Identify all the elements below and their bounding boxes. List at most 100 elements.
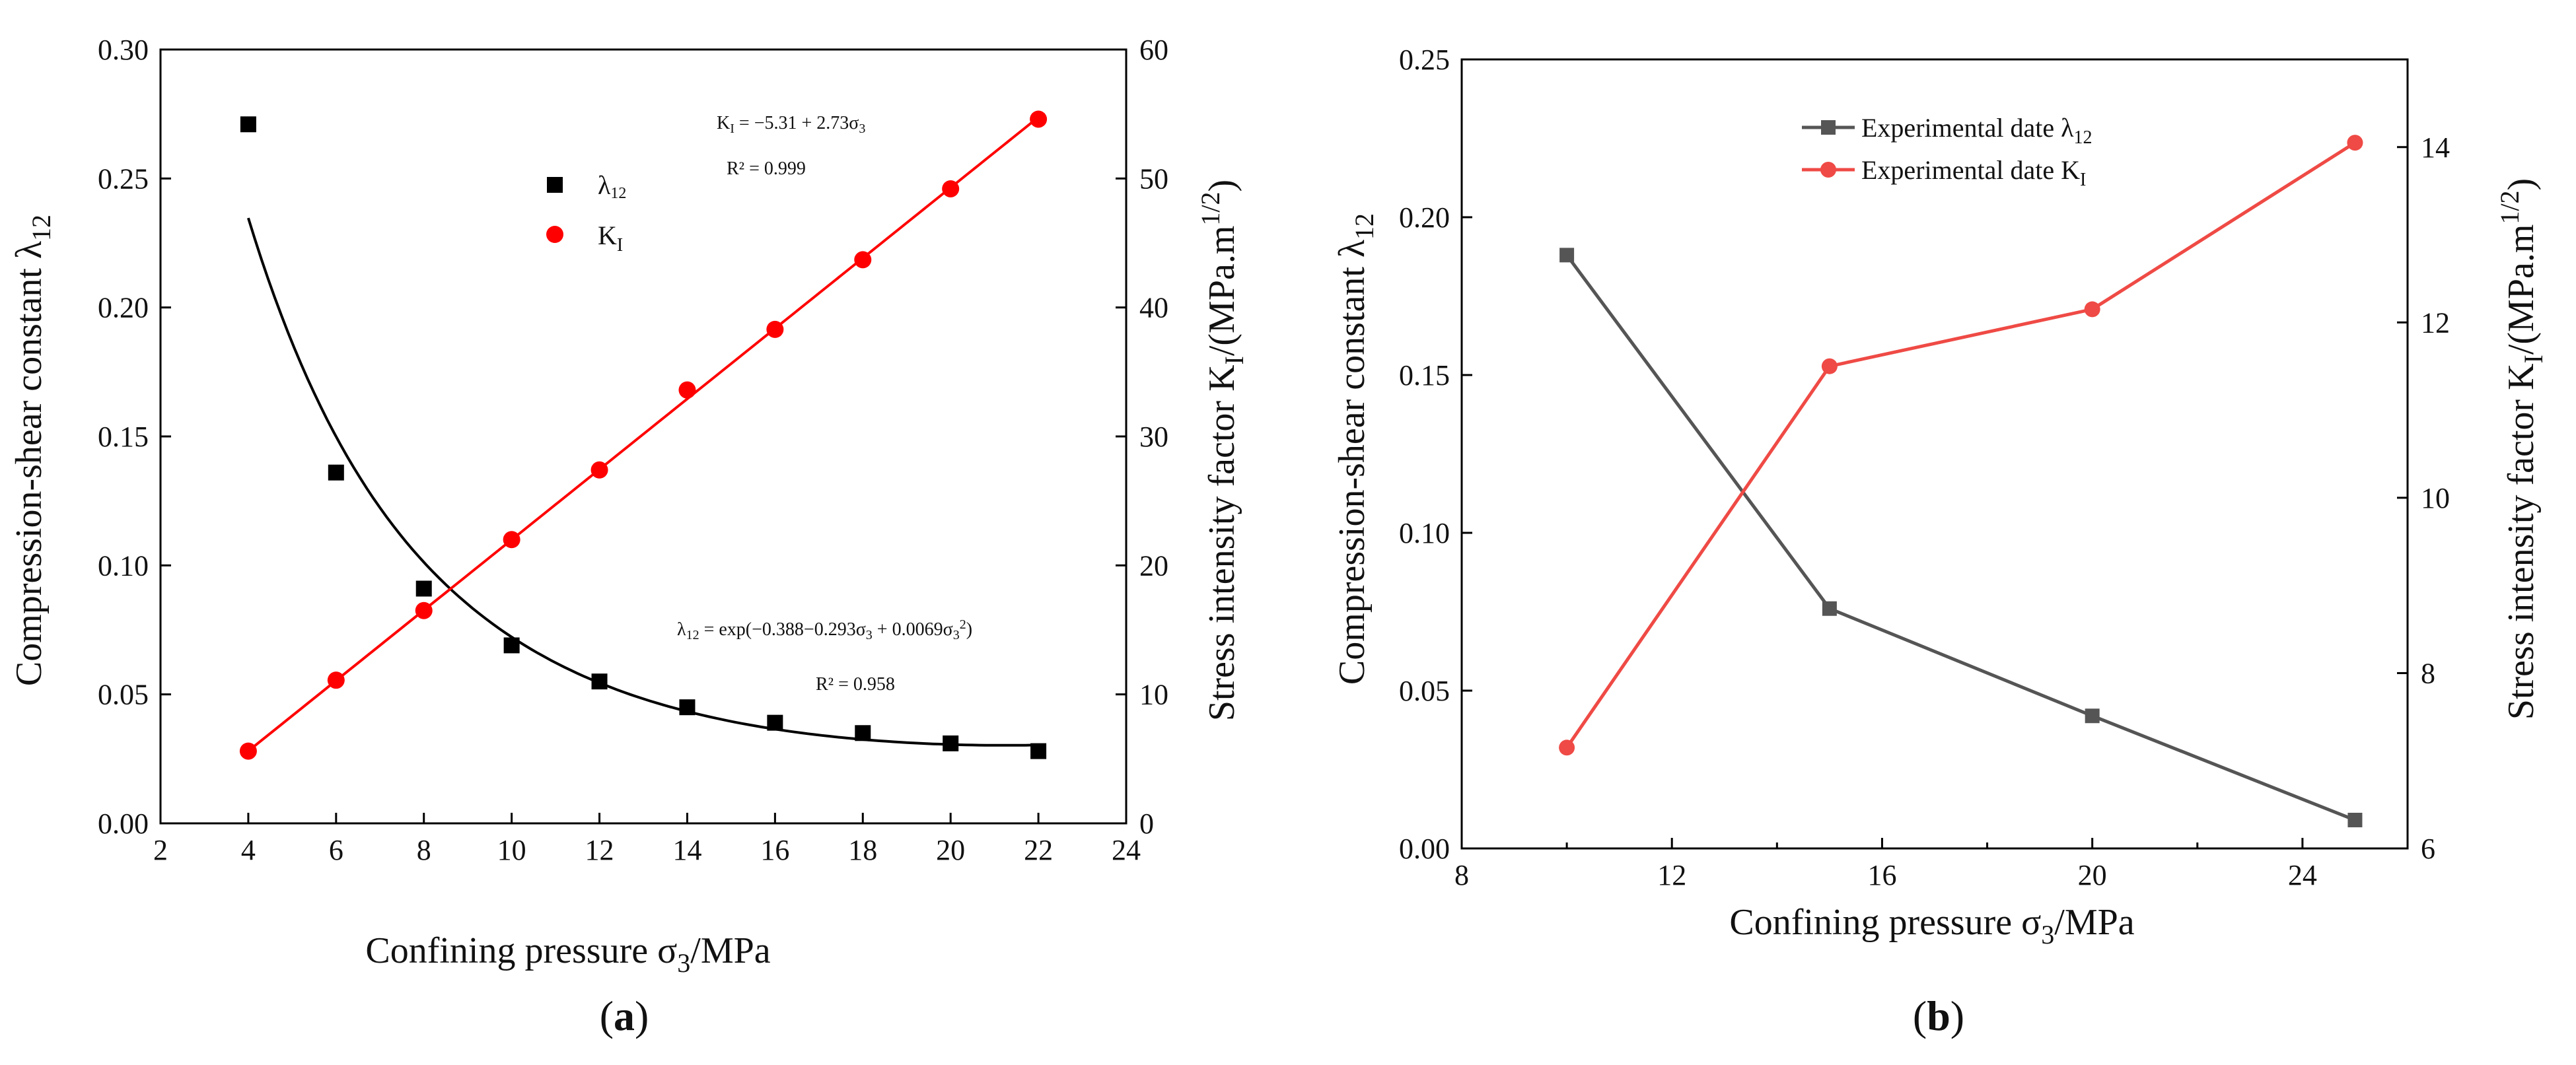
- panel-a-ki-fit-eq-d: 3: [859, 121, 865, 136]
- panel-b-x-tick-label: 24: [2288, 859, 2317, 891]
- panel-a-y-right-tick-label: 20: [1139, 549, 1168, 582]
- panel-a-y-right-ticks: 0 10 20 30 40 50 60: [1116, 34, 1168, 840]
- panel-a-legend-label-lambda-main: λ: [598, 170, 611, 200]
- panel-a-y-left-axis-title-main: Compression-shear constant λ: [9, 241, 50, 686]
- panel-a-lambda-fit-equation: λ12 = exp(−0.388−0.293σ3 + 0.0069σ32): [677, 617, 972, 642]
- panel-a-point-ki: [766, 320, 784, 338]
- panel-b-y-right-axis-title-mid: /(MPa.m: [2501, 224, 2542, 355]
- panel-a-point-ki: [1030, 110, 1048, 128]
- panel-a-x-tick-label: 10: [497, 834, 526, 866]
- panel-a-lambda-fit-eq-a: λ: [677, 619, 686, 640]
- panel-a-y-left-tick-label: 0.05: [98, 679, 149, 711]
- panel-b-y-left-tick-label: 0.20: [1399, 201, 1450, 234]
- panel-a-x-axis-title-tail: /MPa: [690, 930, 770, 971]
- panel-a-point-lambda: [767, 714, 783, 731]
- panel-a-legend-label-ki-main: K: [598, 221, 617, 250]
- panel-b-label-letter: b: [1927, 992, 1950, 1039]
- panel-a-y-left-tick-label: 0.15: [98, 421, 149, 453]
- panel-a-lambda-fit-eq-e: + 0.0069σ: [873, 619, 953, 640]
- panel-b-y-right-tick-label: 10: [2421, 482, 2450, 514]
- panel-a-y-left-ticks: 0.00 0.05 0.10 0.15 0.20 0.25 0.30: [98, 34, 171, 840]
- panel-a-ki-fit-equation: KI = −5.31 + 2.73σ3: [717, 113, 865, 136]
- panel-b-y-right-tick-label: 14: [2421, 131, 2450, 164]
- panel-a-y-left-tick-label: 0.20: [98, 292, 149, 324]
- panel-a-y-right-tick-label: 30: [1139, 421, 1168, 453]
- panel-a-lambda-fit-eq-d: 3: [866, 628, 873, 642]
- panel-a-lambda-fit-eq-g: 2: [960, 617, 966, 632]
- panel-a-x-tick-label: 14: [672, 834, 701, 866]
- panel-b-y-left-tick-label: 0.00: [1399, 833, 1450, 865]
- panel-a-point-ki: [590, 461, 608, 479]
- panel-b-legend-marker-ki: [1820, 162, 1836, 178]
- panel-b-plot-frame: [1460, 58, 2409, 850]
- panel-a-lambda-fit-eq-c: = exp(−0.388−0.293σ: [699, 619, 866, 640]
- panel-a-fit-curves: [246, 116, 1040, 752]
- panel-b-point-ki: [2084, 301, 2100, 318]
- panel-a-point-ki: [415, 601, 433, 619]
- panel-a-x-tick-label: 4: [241, 834, 256, 866]
- panel-a-ki-fit-eq-b: I: [730, 121, 734, 136]
- panel-a-point-lambda: [328, 464, 344, 481]
- panel-b-y-left-tick-label: 0.10: [1399, 517, 1450, 549]
- panel-a-y-right-axis-title-sup: 1/2: [1196, 191, 1225, 225]
- panel-a-x-tick-label: 22: [1024, 834, 1053, 866]
- panel-a-y-right-axis-title-mid: /(MPa.m: [1201, 226, 1242, 357]
- panel-a-point-lambda: [591, 673, 608, 690]
- panel-a-legend: λ12 KI: [546, 170, 626, 256]
- panel-b-y-left-tick-label: 0.05: [1399, 675, 1450, 707]
- panel-a-point-lambda: [943, 735, 959, 751]
- panel-a-point-lambda: [415, 580, 432, 597]
- panel-a-legend-marker-lambda: [547, 177, 563, 193]
- panel-b-y-right-axis-title: Stress intensity factor KI/(MPa.m1/2): [2495, 178, 2548, 720]
- panel-b-x-axis-title-tail: /MPa: [2054, 902, 2134, 943]
- panel-a-y-right-tick-label: 50: [1139, 162, 1168, 195]
- panel-a-plot-frame: [159, 48, 1127, 825]
- panel-b-point-lambda: [2085, 708, 2100, 724]
- panel-a-point-lambda: [1030, 743, 1047, 759]
- panel-a-point-ki: [942, 180, 960, 197]
- panel-a-y-right-tick-label: 60: [1139, 34, 1168, 66]
- panel-b-y-left-tick-label: 0.25: [1399, 44, 1450, 76]
- panel-b-legend-label-lambda-main: Experimental date λ: [1861, 113, 2074, 143]
- panel-b-y-left-axis-title-sub: 12: [1349, 213, 1379, 240]
- panel-b-y-right-ticks: 6 8 10 12 14: [2397, 131, 2450, 865]
- panel-a-y-right-axis-title-sub: I: [1219, 356, 1249, 364]
- panel-b-x-tick-label: 16: [1867, 859, 1896, 891]
- panel-b-legend-label-ki-sub: I: [2080, 170, 2086, 190]
- panel-a-fit-line-ki: [247, 116, 1040, 752]
- panel-a-y-right-axis-title-tail: ): [1201, 180, 1242, 192]
- panel-b-point-ki: [1821, 358, 1838, 374]
- panel-b-data-marks: [1559, 135, 2363, 827]
- panel-b-point-lambda: [1822, 601, 1837, 616]
- panel-b-x-axis-title-sub: 3: [2041, 920, 2054, 949]
- panel-a-x-tick-label: 16: [760, 834, 789, 866]
- panel-b-x-ticks: 8 12 16 20 24: [1454, 838, 2317, 891]
- panel-b-legend-label-ki: Experimental date KI: [1861, 155, 2086, 190]
- panel-b-point-lambda: [1559, 248, 1575, 263]
- panel-a-point-lambda: [503, 637, 520, 654]
- panel-b-y-right-tick-label: 8: [2421, 657, 2435, 689]
- panel-b-y-right-axis-title-main: Stress intensity factor K: [2501, 363, 2542, 720]
- panel-a-lambda-fit-eq-h: ): [966, 619, 972, 640]
- panel-b-y-left-tick-label: 0.15: [1399, 359, 1450, 392]
- panel-a-legend-label-lambda-sub: 12: [610, 185, 626, 202]
- panel-a-data-marks: [239, 110, 1048, 760]
- panel-a-y-right-tick-label: 40: [1139, 292, 1168, 324]
- panel-b-series-lines: [1565, 141, 2356, 822]
- panel-b-y-right-axis-title-sup: 1/2: [2495, 190, 2524, 224]
- panel-b-y-left-ticks: 0.00 0.05 0.10 0.15 0.20 0.25: [1399, 44, 1472, 865]
- panel-a-y-right-axis-title-main: Stress intensity factor K: [1201, 364, 1242, 721]
- panel-a-point-ki: [854, 251, 872, 269]
- panel-b-point-lambda: [2347, 812, 2363, 827]
- panel-a-y-right-tick-label: 0: [1139, 807, 1154, 840]
- panel-a-label-letter: a: [614, 992, 635, 1039]
- panel-a-x-axis-title-sub: 3: [677, 948, 690, 978]
- panel-b-x-tick-label: 8: [1454, 859, 1469, 891]
- panel-b-y-right-tick-label: 6: [2421, 833, 2435, 865]
- panel-b-y-right-tick-label: 12: [2421, 306, 2450, 339]
- panel-a-lambda-fit-r2: R² = 0.958: [816, 674, 895, 695]
- panel-a: 2 4 6 8 10 12 14 16 18 20 22 24 0.000.050.100.150.2…: [9, 34, 1249, 1039]
- panel-a-legend-label-ki-sub: I: [617, 235, 623, 256]
